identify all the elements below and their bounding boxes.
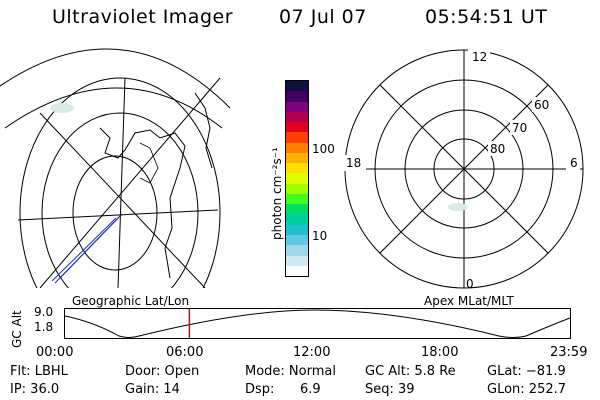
y-tick-min: 1.8 (34, 320, 54, 334)
colorbar-unit-label: photon cm⁻²s⁻¹ (270, 147, 284, 240)
colorbar-swatch (286, 234, 308, 246)
colorbar-swatch (286, 214, 308, 225)
geographic-map (0, 48, 231, 288)
meridian-line (39, 77, 221, 288)
mlt-0-label: 0 (466, 277, 474, 291)
meridian-line (117, 77, 126, 288)
colorbar-swatch (286, 163, 308, 174)
label-bg (566, 155, 580, 171)
colorbar-swatch (286, 111, 308, 123)
mlt-18-label: 18 (346, 156, 361, 170)
latitude-arc (0, 48, 231, 109)
mlt-12-label: 12 (472, 50, 487, 64)
polar-plot: 12 18 6 0 60 70 80 (344, 49, 584, 291)
latitude-circle (72, 155, 158, 271)
label-bg (344, 155, 366, 171)
label-bg (488, 141, 508, 156)
colorbar-swatch (286, 122, 308, 133)
meridian-line (39, 112, 206, 288)
colorbar-swatch (286, 193, 308, 205)
altitude-timeline (64, 308, 571, 339)
aurora-patch (448, 203, 468, 211)
y-tick-max: 9.0 (34, 305, 54, 319)
seq-info: Seq: 39 (365, 382, 415, 397)
label-bg (468, 49, 490, 65)
geographic-label: Geographic Lat/Lon (72, 294, 190, 308)
polar-diagonal (379, 84, 549, 254)
x-tick-1200: 12:00 (293, 345, 331, 360)
label-bg (510, 120, 530, 135)
dsp-value: 6.9 (300, 382, 321, 397)
coastline (139, 142, 159, 184)
satellite-track (51, 217, 117, 282)
glat-info: GLat: −81.9 (487, 364, 566, 379)
gc-alt-info: GC Alt: 5.8 Re (365, 364, 456, 379)
label-bg (532, 97, 552, 112)
x-tick-2359: 23:59 (550, 345, 588, 360)
ip-info: IP: 36.0 (10, 382, 60, 397)
colorbar-swatch (286, 245, 308, 256)
x-tick-1800: 18:00 (421, 345, 459, 360)
colorbar-swatch (286, 91, 308, 102)
gain-info: Gain: 14 (125, 382, 180, 397)
satellite-track (54, 215, 121, 284)
colorbar-swatch (286, 265, 308, 277)
mlt-6-label: 6 (570, 156, 578, 170)
meridian-line (17, 209, 219, 221)
latitude-arc (4, 87, 223, 129)
colorbar-swatch (286, 204, 308, 215)
glon-info: GLon: 252.7 (487, 382, 567, 397)
altitude-curve (64, 309, 571, 338)
colorbar-swatch (286, 173, 308, 184)
lat-80-label: 80 (490, 142, 505, 156)
latitude-circle (19, 77, 221, 288)
timeline-frame (64, 308, 571, 339)
latitude-circle (41, 112, 199, 288)
colorbar-swatch (286, 255, 308, 266)
door-info: Door: Open (125, 364, 200, 379)
colorbar-swatch (286, 81, 308, 92)
colorbar-tick-10: 10 (312, 229, 328, 243)
colorbar-swatch (286, 224, 308, 235)
coastline (99, 127, 186, 279)
colorbar-swatch (286, 183, 308, 194)
x-tick-0600: 06:00 (166, 345, 204, 360)
colorbar-tick-100: 100 (312, 142, 335, 156)
date-label: 07 Jul 07 (279, 6, 367, 28)
colorbar-swatch (286, 132, 308, 143)
colorbar-swatch (286, 152, 308, 164)
time-label: 05:54:51 UT (425, 6, 548, 28)
mode-info: Mode: Normal (245, 364, 336, 379)
coastline (194, 92, 213, 169)
colorbar-swatch (286, 142, 308, 153)
color-scale-bar (285, 80, 309, 277)
x-tick-0000: 00:00 (36, 345, 74, 360)
y-axis-label: GC Alt (10, 310, 24, 348)
aurora-patch (50, 103, 74, 113)
lat-70-label: 70 (512, 121, 527, 135)
filter-info: Flt: LBHL (10, 364, 68, 379)
lat-60-label: 60 (534, 98, 549, 112)
apex-label: Apex MLat/MLT (424, 294, 514, 308)
dsp-label: Dsp: (245, 382, 275, 397)
instrument-title: Ultraviolet Imager (52, 6, 234, 28)
colorbar-swatch (286, 101, 308, 112)
